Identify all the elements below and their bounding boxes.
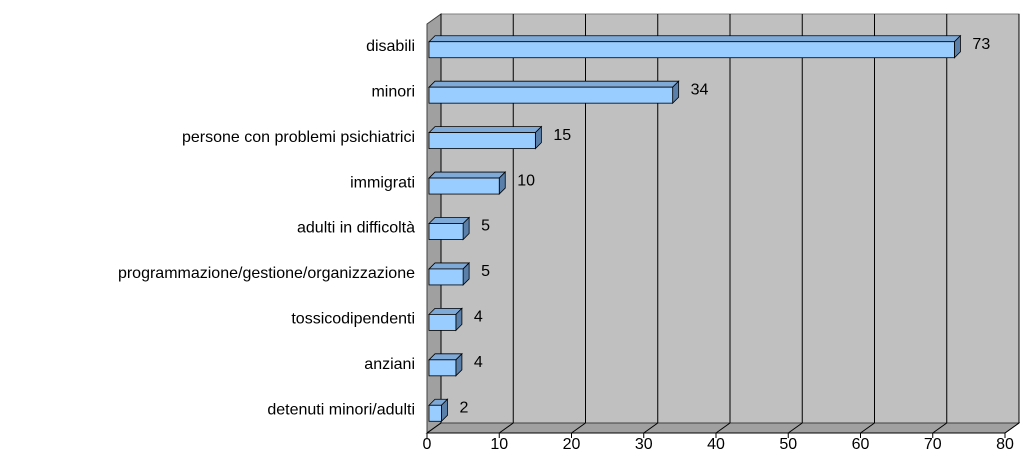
y-tick-label: minori bbox=[371, 83, 415, 100]
y-tick-label: anziani bbox=[364, 356, 415, 373]
y-tick-label: persone con problemi psichiatrici bbox=[182, 129, 415, 146]
x-tick-label: 20 bbox=[563, 436, 581, 450]
y-tick-label: tossicodipendenti bbox=[291, 311, 415, 328]
x-tick-label: 10 bbox=[490, 436, 508, 450]
bar bbox=[428, 86, 674, 104]
bar bbox=[428, 41, 955, 59]
bar-top bbox=[428, 171, 507, 179]
data-label: 4 bbox=[474, 309, 483, 326]
x-tick-label: 80 bbox=[996, 436, 1014, 450]
grid-line bbox=[643, 422, 659, 434]
x-tick-label: 40 bbox=[707, 436, 725, 450]
y-tick-label: detenuti minori/adulti bbox=[267, 401, 415, 418]
x-tick-label: 70 bbox=[924, 436, 942, 450]
bar bbox=[428, 313, 457, 331]
bar-top bbox=[428, 80, 680, 88]
grid-line bbox=[787, 422, 803, 434]
x-tick-label: 0 bbox=[423, 436, 432, 450]
grid-line bbox=[498, 422, 514, 434]
bar bbox=[428, 223, 464, 240]
data-label: 10 bbox=[517, 172, 535, 189]
y-tick-label: adulti in difficoltà bbox=[297, 220, 415, 237]
data-label: 15 bbox=[553, 127, 571, 144]
y-tick-label: disabili bbox=[366, 38, 415, 55]
grid-line bbox=[860, 422, 875, 434]
data-label: 2 bbox=[459, 399, 468, 416]
bar bbox=[428, 268, 464, 286]
data-label: 34 bbox=[691, 81, 709, 98]
grid-line bbox=[715, 422, 731, 434]
x-tick-label: 30 bbox=[635, 436, 653, 450]
bar bbox=[428, 404, 442, 422]
data-label: 5 bbox=[481, 218, 490, 235]
x-tick-label: 60 bbox=[852, 436, 870, 450]
bar bbox=[428, 132, 536, 150]
x-tick-label: 50 bbox=[779, 436, 797, 450]
grid-line bbox=[1004, 422, 1020, 434]
bar-top bbox=[428, 262, 471, 270]
bar-top bbox=[428, 35, 962, 43]
bar bbox=[428, 359, 457, 377]
y-tick-label: immigrati bbox=[350, 174, 415, 191]
bar bbox=[428, 177, 500, 195]
grid-line bbox=[932, 422, 948, 434]
bar-top bbox=[428, 126, 543, 134]
bar-top bbox=[428, 217, 471, 224]
grid-line bbox=[426, 422, 442, 434]
y-tick-label: programmazione/gestione/organizzazione bbox=[118, 265, 415, 282]
data-label: 4 bbox=[474, 354, 483, 371]
grid-line bbox=[571, 422, 586, 434]
data-label: 5 bbox=[481, 263, 490, 280]
data-label: 73 bbox=[972, 36, 990, 53]
